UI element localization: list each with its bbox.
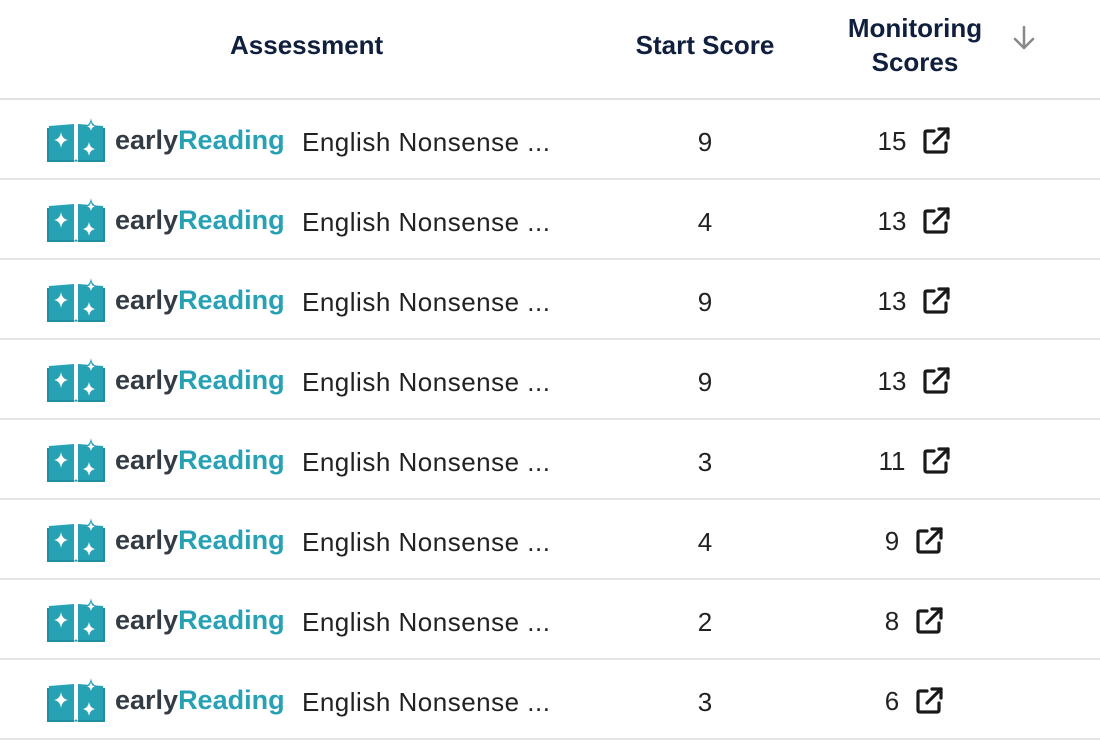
brand-early-text: early — [115, 685, 179, 715]
monitoring-score-cell: 13 — [840, 202, 990, 240]
open-book-sparkle-icon — [47, 198, 105, 242]
early-reading-logo: earlyReading — [115, 202, 285, 238]
assessment-name: English Nonsense ... — [302, 287, 551, 317]
monitoring-score-cell: 15 — [840, 122, 990, 160]
brand-early-text: early — [115, 125, 179, 155]
brand-reading-text: Reading — [178, 365, 285, 395]
arrow-down-icon[interactable] — [1010, 24, 1038, 52]
open-book-sparkle-icon — [47, 358, 105, 402]
assessment-name: English Nonsense ... — [302, 527, 551, 557]
external-link-icon[interactable] — [913, 525, 945, 557]
external-link-icon[interactable] — [920, 205, 952, 237]
external-link-icon[interactable] — [920, 365, 952, 397]
monitoring-score: 11 — [878, 446, 906, 476]
table-row[interactable]: earlyReading English Nonsense ... 4 13 — [0, 180, 1100, 260]
brand-early-text: early — [115, 445, 179, 475]
table-row[interactable]: earlyReading English Nonsense ... 3 11 — [0, 420, 1100, 500]
open-book-sparkle-icon — [47, 598, 105, 642]
brand-early-text: early — [115, 365, 179, 395]
column-header-start-score[interactable]: Start Score — [635, 30, 775, 60]
early-reading-logo: earlyReading — [115, 362, 285, 398]
brand-reading-text: Reading — [178, 525, 285, 555]
start-score: 2 — [697, 607, 713, 637]
assessment-name: English Nonsense ... — [302, 687, 551, 717]
external-link-icon[interactable] — [920, 445, 952, 477]
early-reading-logo: earlyReading — [115, 682, 285, 718]
open-book-sparkle-icon — [47, 678, 105, 722]
brand-early-text: early — [115, 205, 179, 235]
monitoring-score: 9 — [884, 526, 900, 556]
assessment-name: English Nonsense ... — [302, 207, 551, 237]
table-row[interactable]: earlyReading English Nonsense ... 9 13 — [0, 260, 1100, 340]
table-row[interactable]: earlyReading English Nonsense ... 9 13 — [0, 340, 1100, 420]
brand-reading-text: Reading — [178, 605, 285, 635]
monitoring-score: 13 — [877, 366, 907, 396]
monitoring-score-cell: 13 — [840, 282, 990, 320]
monitoring-score-cell: 6 — [840, 682, 990, 720]
brand-reading-text: Reading — [178, 205, 285, 235]
brand-reading-text: Reading — [178, 285, 285, 315]
assessment-name: English Nonsense ... — [302, 367, 551, 397]
open-book-sparkle-icon — [47, 518, 105, 562]
monitoring-score: 13 — [877, 286, 907, 316]
early-reading-logo: earlyReading — [115, 442, 285, 478]
brand-early-text: early — [115, 605, 179, 635]
monitoring-score-cell: 13 — [840, 362, 990, 400]
table-row[interactable]: earlyReading English Nonsense ... 4 9 — [0, 500, 1100, 580]
start-score: 3 — [697, 447, 713, 477]
monitoring-score-cell: 8 — [840, 602, 990, 640]
table-row[interactable]: earlyReading English Nonsense ... 9 15 — [0, 100, 1100, 180]
table-header: Assessment Start Score Monitoring Scores — [0, 0, 1100, 100]
assessment-name: English Nonsense ... — [302, 447, 551, 477]
table-row[interactable]: earlyReading English Nonsense ... 3 6 — [0, 660, 1100, 740]
start-score: 9 — [697, 127, 713, 157]
monitoring-score: 8 — [884, 606, 900, 636]
column-header-monitoring-scores[interactable]: Monitoring Scores — [840, 11, 990, 79]
external-link-icon[interactable] — [920, 125, 952, 157]
early-reading-logo: earlyReading — [115, 122, 285, 158]
assessment-name: English Nonsense ... — [302, 607, 551, 637]
monitoring-header-line2: Scores — [871, 47, 959, 77]
monitoring-score: 13 — [877, 206, 907, 236]
brand-early-text: early — [115, 285, 179, 315]
brand-early-text: early — [115, 525, 179, 555]
start-score: 4 — [697, 207, 713, 237]
assessment-name: English Nonsense ... — [302, 127, 551, 157]
open-book-sparkle-icon — [47, 278, 105, 322]
start-score: 9 — [697, 287, 713, 317]
monitoring-header-line1: Monitoring — [847, 13, 983, 43]
open-book-sparkle-icon — [47, 438, 105, 482]
start-score: 4 — [697, 527, 713, 557]
monitoring-score: 15 — [877, 126, 907, 156]
start-score: 9 — [697, 367, 713, 397]
start-score: 3 — [697, 687, 713, 717]
early-reading-logo: earlyReading — [115, 282, 285, 318]
table-body: earlyReading English Nonsense ... 9 15 e… — [0, 100, 1100, 740]
column-header-assessment[interactable]: Assessment — [230, 30, 384, 60]
external-link-icon[interactable] — [913, 685, 945, 717]
early-reading-logo: earlyReading — [115, 602, 285, 638]
monitoring-score-cell: 11 — [840, 442, 990, 480]
brand-reading-text: Reading — [178, 445, 285, 475]
external-link-icon[interactable] — [913, 605, 945, 637]
brand-reading-text: Reading — [178, 125, 285, 155]
table-row[interactable]: earlyReading English Nonsense ... 2 8 — [0, 580, 1100, 660]
brand-reading-text: Reading — [178, 685, 285, 715]
external-link-icon[interactable] — [920, 285, 952, 317]
open-book-sparkle-icon — [47, 118, 105, 162]
monitoring-score-cell: 9 — [840, 522, 990, 560]
early-reading-logo: earlyReading — [115, 522, 285, 558]
monitoring-score: 6 — [884, 686, 900, 716]
